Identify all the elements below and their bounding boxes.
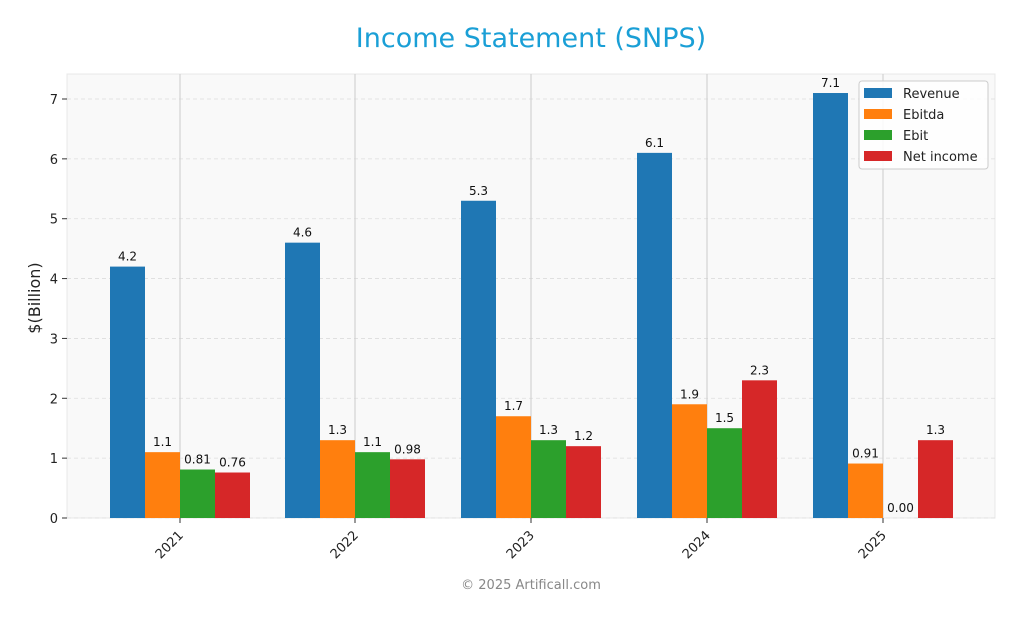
bar-value-label: 0.98 xyxy=(394,442,421,456)
bar-value-label: 1.1 xyxy=(153,435,172,449)
bar-value-label: 5.3 xyxy=(469,184,488,198)
bar-ebit xyxy=(180,469,215,518)
legend-swatch xyxy=(864,151,892,161)
bar-value-label: 1.1 xyxy=(363,435,382,449)
bar-value-label: 0.00 xyxy=(887,501,914,515)
legend-box xyxy=(858,80,989,170)
y-axis-label: $(Billion) xyxy=(25,262,44,333)
bar-net-income xyxy=(742,380,777,518)
bar-value-label: 1.2 xyxy=(574,429,593,443)
legend-swatch xyxy=(864,130,892,140)
y-tick-label: 6 xyxy=(50,153,58,168)
legend: Revenue Ebitda Ebit Net income xyxy=(858,80,989,170)
chart-title: Income Statement (SNPS) xyxy=(356,23,706,54)
bar-value-label: 1.3 xyxy=(539,423,558,437)
y-tick-label: 4 xyxy=(50,273,58,288)
bar-value-label: 0.91 xyxy=(852,447,879,461)
y-tick-label: 5 xyxy=(50,213,58,228)
y-tick-label: 3 xyxy=(50,332,58,347)
bar-value-label: 6.1 xyxy=(645,136,664,150)
bar-value-label: 1.9 xyxy=(680,387,699,401)
bar-ebit xyxy=(707,428,742,518)
bar-ebit xyxy=(531,440,566,518)
legend-label: Revenue xyxy=(903,87,960,102)
bar-ebitda xyxy=(320,440,355,518)
legend-label: Net income xyxy=(903,150,978,165)
bar-value-label: 1.3 xyxy=(328,423,347,437)
bar-revenue xyxy=(637,152,672,518)
bar-value-label: 4.2 xyxy=(118,250,137,264)
x-tick-label: 2025 xyxy=(856,528,890,562)
bar-ebitda xyxy=(848,463,883,518)
bar-net-income xyxy=(566,446,601,518)
bar-ebitda xyxy=(496,416,531,518)
bar-value-label: 0.76 xyxy=(219,456,246,470)
bar-value-label: 1.5 xyxy=(715,411,734,425)
y-tick-label: 2 xyxy=(50,392,58,407)
bar-ebit xyxy=(355,452,390,518)
legend-label: Ebit xyxy=(903,129,928,144)
bar-value-label: 4.6 xyxy=(293,226,312,240)
bar-value-label: 2.3 xyxy=(750,363,769,377)
y-tick-label: 1 xyxy=(50,452,58,467)
bar-net-income xyxy=(918,440,953,518)
x-tick-label: 2022 xyxy=(328,528,362,562)
bar-ebitda xyxy=(145,452,180,518)
bar-net-income xyxy=(215,472,250,518)
bar-revenue xyxy=(813,93,848,518)
bar-value-label: 1.3 xyxy=(926,423,945,437)
footer-credit: © 2025 Artificall.com xyxy=(461,578,601,593)
x-tick-label: 2021 xyxy=(153,528,187,562)
bar-value-label: 1.7 xyxy=(504,399,523,413)
bar-revenue xyxy=(110,266,145,518)
y-tick-label: 0 xyxy=(50,512,58,527)
bar-ebitda xyxy=(672,404,707,518)
x-tick-label: 2024 xyxy=(680,528,714,562)
legend-swatch xyxy=(864,109,892,119)
bar-revenue xyxy=(461,200,496,518)
y-tick-label: 7 xyxy=(50,93,58,108)
x-tick-label: 2023 xyxy=(504,528,538,562)
legend-swatch xyxy=(864,88,892,98)
legend-label: Ebitda xyxy=(903,108,944,123)
bar-revenue xyxy=(285,242,320,518)
bar-net-income xyxy=(390,459,425,518)
bar-value-label: 0.81 xyxy=(184,453,211,467)
bar-value-label: 7.1 xyxy=(821,76,840,90)
